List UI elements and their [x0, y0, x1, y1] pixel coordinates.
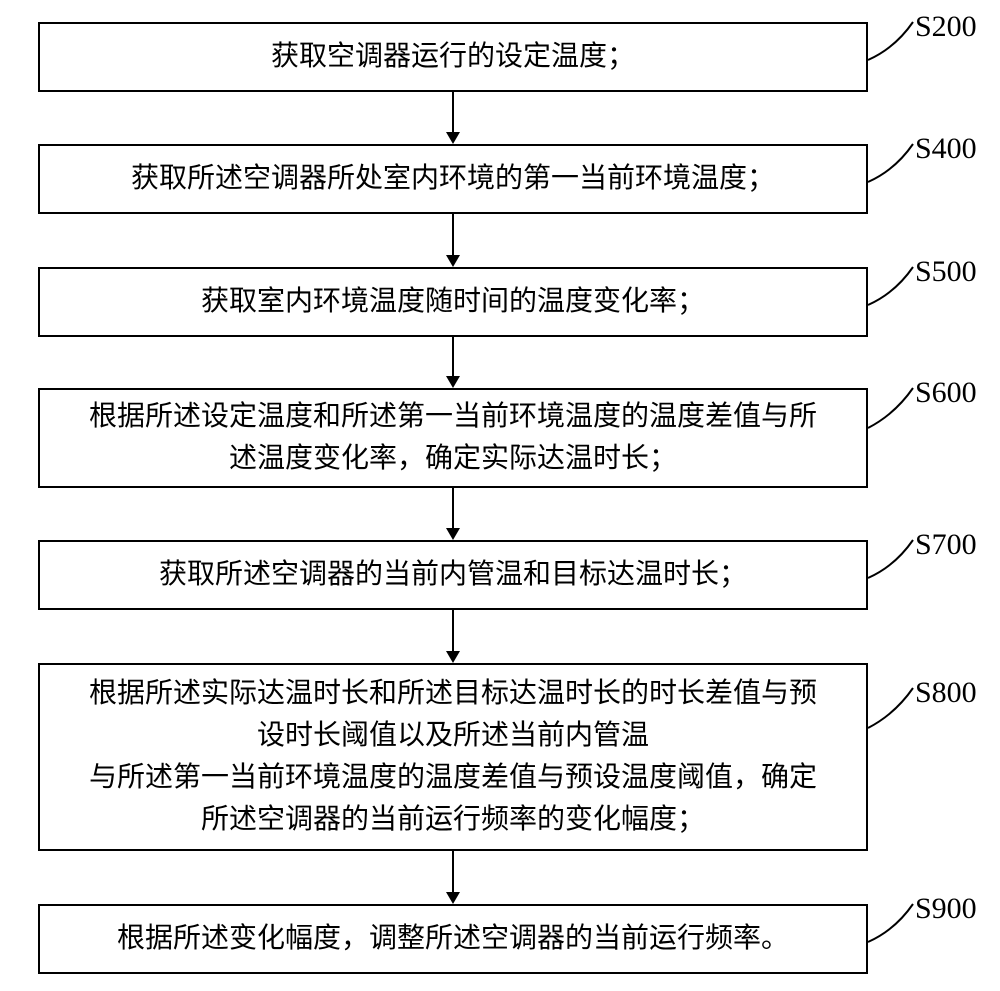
- step-label: S500: [915, 255, 977, 289]
- step-box: 根据所述设定温度和所述第一当前环境温度的温度差值与所 述温度变化率，确定实际达温…: [38, 388, 868, 488]
- arrow-head-icon: [446, 132, 460, 144]
- arrow-head-icon: [446, 255, 460, 267]
- step-text: 根据所述变化幅度，调整所述空调器的当前运行频率。: [117, 918, 789, 960]
- arrow-line: [452, 488, 454, 528]
- arrow-head-icon: [446, 892, 460, 904]
- step-box: 获取所述空调器的当前内管温和目标达温时长；: [38, 540, 868, 610]
- step-label: S700: [915, 528, 977, 562]
- step-label: S600: [915, 376, 977, 410]
- step-label: S800: [915, 676, 977, 710]
- arrow-head-icon: [446, 528, 460, 540]
- step-box: 获取所述空调器所处室内环境的第一当前环境温度；: [38, 144, 868, 214]
- step-label: S400: [915, 132, 977, 166]
- step-text: 根据所述设定温度和所述第一当前环境温度的温度差值与所 述温度变化率，确定实际达温…: [89, 396, 817, 480]
- step-text: 获取空调器运行的设定温度；: [271, 36, 635, 78]
- arrow-line: [452, 214, 454, 255]
- step-text: 获取室内环境温度随时间的温度变化率；: [201, 281, 705, 323]
- arrow-line: [452, 92, 454, 132]
- step-text: 获取所述空调器所处室内环境的第一当前环境温度；: [131, 158, 775, 200]
- arrow-line: [452, 851, 454, 892]
- step-text: 根据所述实际达温时长和所述目标达温时长的时长差值与预 设时长阈值以及所述当前内管…: [89, 673, 817, 841]
- arrow-line: [452, 337, 454, 376]
- arrow-line: [452, 610, 454, 651]
- step-box: 获取室内环境温度随时间的温度变化率；: [38, 267, 868, 337]
- step-box: 根据所述实际达温时长和所述目标达温时长的时长差值与预 设时长阈值以及所述当前内管…: [38, 663, 868, 851]
- step-box: 获取空调器运行的设定温度；: [38, 22, 868, 92]
- flowchart-canvas: 获取空调器运行的设定温度； S200 获取所述空调器所处室内环境的第一当前环境温度；…: [0, 0, 1000, 991]
- step-label: S200: [915, 10, 977, 44]
- arrow-head-icon: [446, 376, 460, 388]
- step-text: 获取所述空调器的当前内管温和目标达温时长；: [159, 554, 747, 596]
- arrow-head-icon: [446, 651, 460, 663]
- step-box: 根据所述变化幅度，调整所述空调器的当前运行频率。: [38, 904, 868, 974]
- step-label: S900: [915, 892, 977, 926]
